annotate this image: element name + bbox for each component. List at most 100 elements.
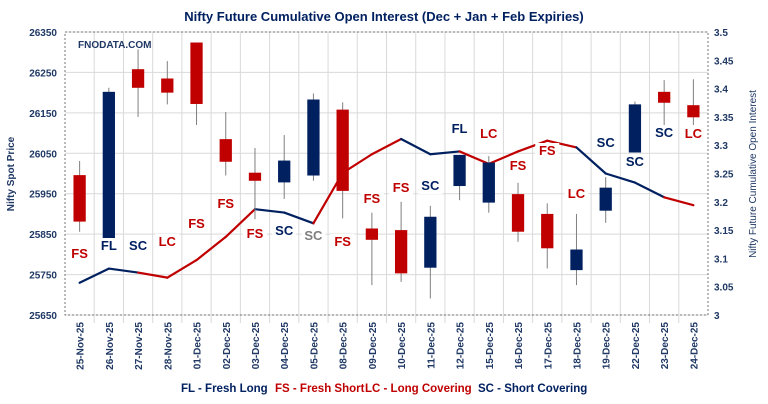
x-tick-label: 15-Dec-25 [485,322,496,370]
x-tick-label: 09-Dec-25 [368,322,379,370]
oi-line-segment [370,137,403,156]
oi-line-segment [400,137,432,156]
annotation-label: FS [188,216,205,231]
oi-line-segment [136,271,169,279]
x-tick-label: 23-Dec-25 [660,322,671,370]
oi-line-segment [429,150,461,156]
oi-line-segment [604,172,637,184]
annotation-bg [301,228,326,244]
right-tick-label: 3.15 [714,226,734,237]
left-tick-label: 25950 [29,190,57,201]
annotation-bg [155,234,180,250]
candles [73,42,700,299]
x-tick-label: 11-Dec-25 [426,322,437,369]
annotation-bg [213,196,238,212]
right-tick-label: 3.25 [714,170,734,181]
annotation-bg [272,223,297,239]
left-tick-label: 25750 [29,271,57,282]
annotation-bg [506,158,531,174]
x-axis: 25-Nov-25 26-Nov-25 27-Nov-25 28-Nov-25 01-D… [76,322,701,370]
x-tick-label: 24-Dec-25 [689,322,700,370]
candle-body [541,213,554,249]
x-tick-label: 19-Dec-25 [602,322,613,370]
annotation-bg [593,135,618,151]
right-tick-label: 3.35 [714,113,734,124]
candle-body [511,194,525,232]
x-tick-label: 05-Dec-25 [309,322,320,370]
grid [65,31,708,323]
candle-body [190,42,203,104]
annotation-label: FS [217,196,234,211]
right-tick-label: 3.05 [714,283,734,294]
candle-body [687,105,700,118]
x-tick-label: 04-Dec-25 [280,322,291,370]
annotation-label: SC [421,178,440,193]
annotation-label: FS [539,143,556,158]
annotation-label: SC [304,228,323,243]
legend: FL - Fresh Long FS - Fresh Short LC - Long… [181,383,587,395]
x-tick-label: 25-Nov-25 [76,322,87,370]
annotation-bg [418,178,443,194]
annotation-bg [564,186,589,202]
left-axis: 26350 26250 26150 26050 25950 25850 25750 25650 [29,28,57,322]
left-axis-title: Nifty Spot Price [6,136,17,211]
left-tick-label: 26050 [29,149,57,160]
candle-body [424,216,437,268]
candle-body [570,249,583,271]
x-tick-label: 16-Dec-25 [514,322,525,370]
annotation-bg [447,121,472,137]
chart-title: Nifty Future Cumulative Open Interest (D… [184,9,584,24]
annotation-label: SC [655,125,674,140]
x-tick-label: 10-Dec-25 [397,322,408,370]
annotation-bg [67,246,92,262]
legend-item: LC - Long Covering [365,383,472,395]
annotation-label: FS [364,191,381,206]
left-tick-label: 25650 [29,311,57,322]
plot-border [64,31,709,316]
annotation-bg [359,191,384,207]
candle-body [394,230,408,274]
left-tick-label: 26350 [29,28,57,39]
annotation-label: FL [101,238,117,253]
annotation-label: FS [510,158,527,173]
legend-item: FL - Fresh Long [181,383,268,395]
x-tick-label: 12-Dec-25 [456,322,467,370]
oi-line-segment [195,235,227,262]
annotation-bg [389,180,414,196]
annotation-label: FL [452,121,468,136]
right-axis: 3.5 3.45 3.4 3.35 3.3 3.25 3.2 3.15 3.1 3.05 3 [714,28,734,322]
annotation-label: FS [334,234,351,249]
candle-body [599,187,612,211]
x-tick-label: 28-Nov-25 [163,322,174,370]
annotation-bg [96,238,121,254]
annotation-label: LC [159,234,177,249]
right-axis-title: Nifty Future Cumulative Open Interest [748,90,759,258]
x-tick-label: 01-Dec-25 [193,322,204,370]
candle-body [102,91,115,239]
x-tick-label: 22-Dec-25 [631,322,642,370]
right-tick-label: 3.5 [714,28,728,39]
oi-line-segment [575,146,607,175]
right-tick-label: 3.2 [714,198,728,209]
oi-line-segment [633,181,666,199]
annotation-bg [622,154,647,170]
right-tick-label: 3 [714,311,720,322]
annotation-bg [652,125,677,141]
right-tick-label: 3.45 [714,56,734,67]
right-tick-label: 3.3 [714,141,728,152]
annotation-label: FS [393,180,410,195]
candle-body [365,228,379,240]
legend-item: SC - Short Covering [478,383,587,395]
oi-line-segment [107,267,140,274]
oi-line-segment [516,139,549,153]
left-tick-label: 25850 [29,230,57,241]
oi-line-segment [224,208,257,238]
oi-line-segment [663,196,695,207]
annotation-label: LC [480,126,498,141]
oi-line-segment [458,150,490,165]
annotations: FS FL SC LC FS FS FS SC SC FS FS FS SC FL LC FS FS LC SC SC… [67,121,706,262]
annotation-bg [681,126,706,142]
x-tick-label: 03-Dec-25 [251,322,262,370]
oi-line-segment [166,258,198,279]
